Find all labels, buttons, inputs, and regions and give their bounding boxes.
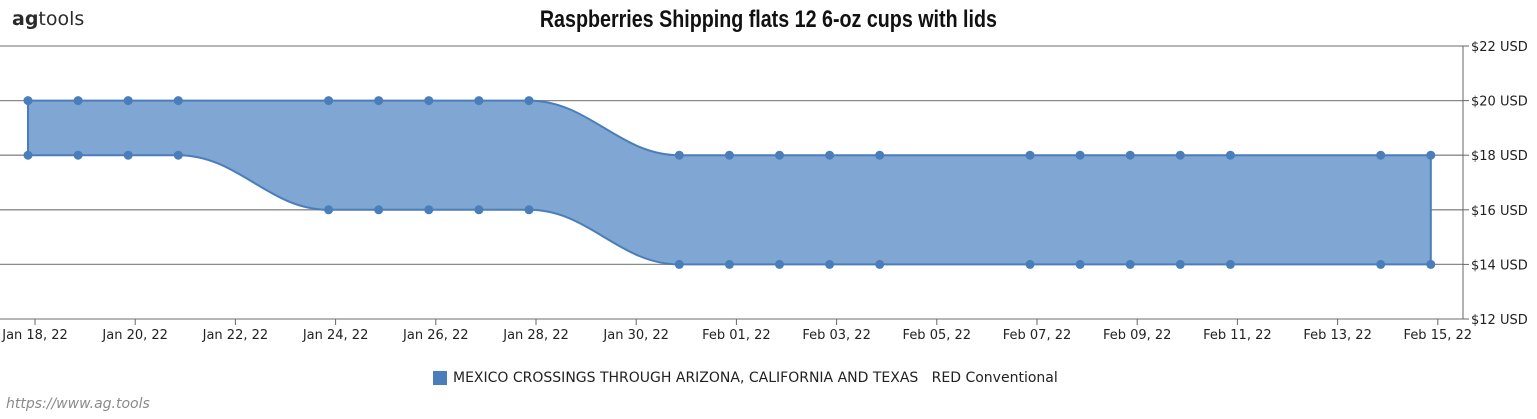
high-point <box>374 96 384 106</box>
y-tick-label: $20 USD <box>1471 95 1528 110</box>
low-point <box>23 150 33 160</box>
low-point <box>1175 259 1185 269</box>
y-tick-label: $22 USD <box>1471 40 1528 55</box>
high-point <box>23 96 33 106</box>
range-area-fill <box>28 100 1431 265</box>
high-point <box>474 96 484 106</box>
low-point <box>724 259 734 269</box>
low-point <box>524 205 534 215</box>
high-point <box>524 96 534 106</box>
low-point <box>1426 259 1436 269</box>
high-point <box>1075 150 1085 160</box>
x-tick-label: Jan 30, 22 <box>602 328 669 343</box>
low-point <box>324 205 334 215</box>
chart-plot: $12 USD $14 USD $16 USD $18 USD $20 USD $22 U… <box>0 40 1528 343</box>
high-point <box>875 150 885 160</box>
high-point <box>73 96 83 106</box>
chart-title: Raspberries Shipping flats 12 6-oz cups … <box>539 6 997 33</box>
low-point <box>875 259 885 269</box>
y-tick-label: $18 USD <box>1471 149 1528 164</box>
x-tick-label: Feb 07, 22 <box>1003 328 1072 343</box>
low-point <box>1025 259 1035 269</box>
high-point <box>775 150 784 160</box>
high-point <box>1175 150 1185 160</box>
high-point <box>1426 150 1436 160</box>
high-point <box>1225 150 1235 160</box>
high-point <box>724 150 734 160</box>
x-tick-label: Feb 15, 22 <box>1404 328 1473 343</box>
low-point <box>73 150 83 160</box>
high-point <box>1376 150 1386 160</box>
x-tick-label: Feb 09, 22 <box>1103 328 1172 343</box>
low-point <box>173 150 183 160</box>
x-tick-label: Jan 18, 22 <box>1 328 68 343</box>
x-tick-label: Jan 22, 22 <box>202 328 269 343</box>
low-point <box>1225 259 1235 269</box>
agtools-logo: agtools <box>12 8 85 30</box>
low-point <box>424 205 434 215</box>
x-tick-label: Jan 20, 22 <box>101 328 168 343</box>
source-url[interactable]: https://www.ag.tools <box>6 396 150 412</box>
x-tick-label: Feb 11, 22 <box>1203 328 1272 343</box>
y-tick-label: $12 USD <box>1471 313 1528 328</box>
x-tick-label: Feb 13, 22 <box>1303 328 1372 343</box>
y-tick-label: $14 USD <box>1471 258 1528 273</box>
x-tick-label: Feb 03, 22 <box>802 328 871 343</box>
high-point <box>825 150 835 160</box>
low-point <box>1075 259 1085 269</box>
high-point <box>674 150 684 160</box>
x-tick-label: Feb 01, 22 <box>702 328 771 343</box>
y-tick-label: $16 USD <box>1471 204 1528 219</box>
low-point <box>825 259 835 269</box>
low-point <box>1125 259 1135 269</box>
high-point <box>173 96 183 106</box>
low-point <box>674 259 684 269</box>
x-tick-label: Jan 24, 22 <box>302 328 369 343</box>
chart-legend[interactable]: MEXICO CROSSINGS THROUGH ARIZONA, CALIFO… <box>433 370 1058 386</box>
x-tick-label: Feb 05, 22 <box>903 328 972 343</box>
low-point <box>1376 259 1386 269</box>
high-point <box>1125 150 1135 160</box>
low-point <box>123 150 133 160</box>
low-point <box>775 259 784 269</box>
high-point <box>424 96 434 106</box>
x-tick-label: Jan 26, 22 <box>402 328 469 343</box>
legend-series-label: MEXICO CROSSINGS THROUGH ARIZONA, CALIFO… <box>453 370 1058 386</box>
low-point <box>474 205 484 215</box>
legend-swatch <box>433 371 447 385</box>
high-point <box>123 96 133 106</box>
high-point <box>1025 150 1035 160</box>
high-point <box>324 96 334 106</box>
x-tick-label: Jan 28, 22 <box>502 328 569 343</box>
low-point <box>374 205 384 215</box>
